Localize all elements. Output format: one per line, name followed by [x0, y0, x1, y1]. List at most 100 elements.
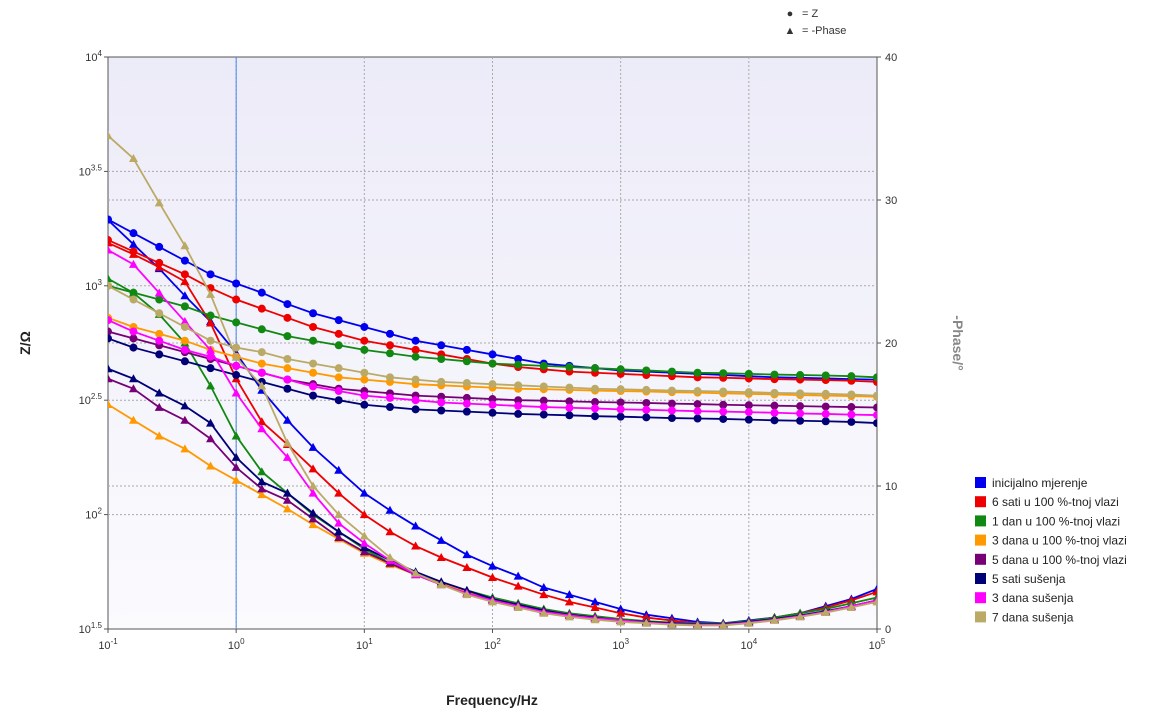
phase-point: [334, 527, 344, 536]
z-point: [488, 408, 497, 417]
z-point: [232, 371, 241, 380]
z-point: [309, 368, 318, 377]
z-point: [693, 400, 702, 409]
x-tick-label: 100: [228, 637, 245, 652]
z-point: [565, 403, 574, 412]
z-point: [744, 415, 753, 424]
phase-point: [257, 467, 267, 476]
z-point: [744, 408, 753, 417]
z-point: [437, 355, 446, 364]
z-point: [616, 398, 625, 407]
z-point: [462, 357, 471, 366]
x-tick-label: 105: [869, 637, 886, 652]
z-point: [488, 380, 497, 389]
phase-point: [108, 364, 113, 373]
z-point: [539, 361, 548, 370]
z-point: [155, 336, 164, 345]
phase-point: [108, 215, 113, 224]
phase-point: [436, 535, 446, 544]
z-point: [770, 401, 779, 410]
z-point: [770, 416, 779, 425]
phase-point: [282, 488, 292, 497]
phase-point: [231, 352, 241, 361]
y-left-tick-label: 102.5: [79, 392, 103, 407]
z-point: [616, 412, 625, 421]
z-point: [770, 408, 779, 417]
z-point: [309, 336, 318, 345]
phase-point: [744, 618, 754, 627]
z-point: [309, 359, 318, 368]
z-point: [796, 409, 805, 418]
legend-swatch: [975, 611, 986, 623]
phase-point: [334, 532, 344, 541]
z-point: [360, 336, 369, 345]
y-right-tick-label: 0: [885, 624, 891, 636]
phase-point: [180, 241, 190, 250]
z-point: [539, 403, 548, 412]
phase-point: [154, 198, 164, 207]
phase-point: [513, 581, 523, 590]
legend-swatch: [975, 477, 986, 488]
phase-point: [564, 612, 574, 621]
legend-label: inicijalno mjerenje: [992, 476, 1088, 490]
z-point: [821, 409, 830, 418]
z-point: [360, 400, 369, 409]
phase-point: [128, 154, 138, 163]
legend-label: 1 dan u 100 %-tnoj vlazi: [992, 514, 1120, 528]
phase-point: [667, 620, 677, 629]
z-point: [283, 384, 292, 393]
z-point: [360, 345, 369, 354]
z-point: [257, 348, 266, 357]
z-point: [514, 360, 523, 369]
z-point: [180, 270, 189, 279]
z-point: [488, 400, 497, 409]
z-point: [108, 281, 112, 290]
phase-point: [206, 381, 216, 390]
phase-point: [436, 580, 446, 589]
phase-point: [154, 431, 164, 440]
phase-point: [154, 388, 164, 397]
z-point: [539, 410, 548, 419]
phase-point: [616, 617, 626, 626]
phase-point: [108, 238, 113, 247]
phase-point: [308, 442, 318, 451]
phase-point: [308, 464, 318, 473]
phase-point: [462, 563, 472, 572]
z-point: [180, 322, 189, 331]
legend-swatch: [975, 534, 986, 546]
z-point: [411, 396, 420, 405]
z-point: [719, 407, 728, 416]
z-point: [642, 385, 651, 394]
z-point: [514, 355, 523, 364]
phase-point: [821, 608, 831, 617]
phase-point: [180, 401, 190, 410]
z-point: [693, 368, 702, 377]
z-point: [309, 322, 318, 331]
phase-point: [154, 262, 164, 271]
z-point: [821, 389, 830, 398]
z-point: [385, 349, 394, 358]
z-point: [206, 336, 215, 345]
z-point: [488, 359, 497, 368]
phase-point: [488, 573, 497, 582]
z-point: [385, 373, 394, 382]
phase-point: [359, 547, 369, 556]
z-point: [488, 350, 497, 359]
z-point: [437, 392, 446, 401]
phase-point: [590, 603, 600, 612]
z-point: [360, 391, 369, 400]
z-point: [591, 398, 600, 407]
z-point: [334, 396, 343, 405]
z-point: [847, 410, 856, 419]
phase-point: [180, 291, 190, 300]
marker-key-label: = Z: [802, 8, 818, 20]
z-point: [129, 327, 138, 336]
z-point: [847, 417, 856, 426]
z-point: [642, 413, 651, 422]
phase-point: [128, 384, 138, 393]
phase-point: [231, 431, 241, 440]
z-point: [847, 372, 856, 381]
z-point: [642, 366, 651, 375]
z-point: [847, 390, 856, 399]
